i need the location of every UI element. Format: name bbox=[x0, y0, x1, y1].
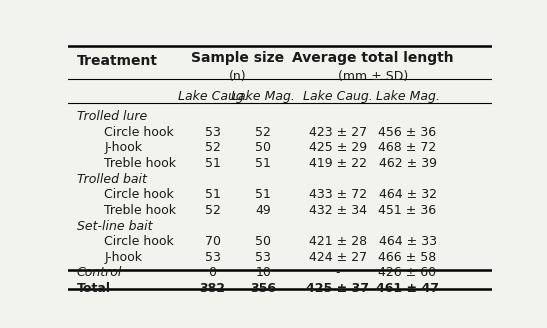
Text: 52: 52 bbox=[205, 141, 220, 154]
Text: 456 ± 36: 456 ± 36 bbox=[379, 126, 437, 138]
Text: 0: 0 bbox=[208, 266, 217, 279]
Text: 52: 52 bbox=[255, 126, 271, 138]
Text: 51: 51 bbox=[205, 157, 220, 170]
Text: 53: 53 bbox=[255, 251, 271, 264]
Text: Set-line bait: Set-line bait bbox=[77, 219, 153, 233]
Text: 464 ± 32: 464 ± 32 bbox=[379, 188, 437, 201]
Text: -: - bbox=[335, 266, 340, 279]
Text: 51: 51 bbox=[255, 188, 271, 201]
Text: Circle hook: Circle hook bbox=[104, 235, 174, 248]
Text: 53: 53 bbox=[205, 251, 220, 264]
Text: Lake Caug.: Lake Caug. bbox=[178, 90, 247, 103]
Text: 421 ± 28: 421 ± 28 bbox=[309, 235, 366, 248]
Text: 464 ± 33: 464 ± 33 bbox=[379, 235, 437, 248]
Text: Trolled bait: Trolled bait bbox=[77, 173, 147, 186]
Text: 50: 50 bbox=[255, 235, 271, 248]
Text: 466 ± 58: 466 ± 58 bbox=[379, 251, 437, 264]
Text: Treble hook: Treble hook bbox=[104, 204, 177, 217]
Text: 432 ± 34: 432 ± 34 bbox=[309, 204, 366, 217]
Text: Treble hook: Treble hook bbox=[104, 157, 177, 170]
Text: Treatment: Treatment bbox=[77, 54, 158, 68]
Text: J-hook: J-hook bbox=[104, 141, 142, 154]
Text: 451 ± 36: 451 ± 36 bbox=[379, 204, 437, 217]
Text: 426 ± 60: 426 ± 60 bbox=[379, 266, 437, 279]
Text: 52: 52 bbox=[205, 204, 220, 217]
Text: 53: 53 bbox=[205, 126, 220, 138]
Text: 419 ± 22: 419 ± 22 bbox=[309, 157, 366, 170]
Text: (n): (n) bbox=[229, 70, 247, 83]
Text: 462 ± 39: 462 ± 39 bbox=[379, 157, 437, 170]
Text: 382: 382 bbox=[200, 282, 225, 295]
Text: Control: Control bbox=[77, 266, 122, 279]
Text: 425 ± 37: 425 ± 37 bbox=[306, 282, 369, 295]
Text: 50: 50 bbox=[255, 141, 271, 154]
Text: Lake Mag.: Lake Mag. bbox=[231, 90, 295, 103]
Text: Circle hook: Circle hook bbox=[104, 188, 174, 201]
Text: 51: 51 bbox=[255, 157, 271, 170]
Text: 10: 10 bbox=[255, 266, 271, 279]
Text: 423 ± 27: 423 ± 27 bbox=[309, 126, 366, 138]
Text: Lake Caug.: Lake Caug. bbox=[302, 90, 373, 103]
Text: Sample size: Sample size bbox=[191, 51, 284, 65]
Text: Total: Total bbox=[77, 282, 111, 295]
Text: Circle hook: Circle hook bbox=[104, 126, 174, 138]
Text: 356: 356 bbox=[251, 282, 276, 295]
Text: 461 ± 47: 461 ± 47 bbox=[376, 282, 439, 295]
Text: Trolled lure: Trolled lure bbox=[77, 110, 147, 123]
Text: 70: 70 bbox=[205, 235, 220, 248]
Text: 51: 51 bbox=[205, 188, 220, 201]
Text: 468 ± 72: 468 ± 72 bbox=[379, 141, 437, 154]
Text: 425 ± 29: 425 ± 29 bbox=[309, 141, 366, 154]
Text: J-hook: J-hook bbox=[104, 251, 142, 264]
Text: 49: 49 bbox=[255, 204, 271, 217]
Text: Lake Mag.: Lake Mag. bbox=[376, 90, 439, 103]
Text: Average total length: Average total length bbox=[292, 51, 453, 65]
Text: 424 ± 27: 424 ± 27 bbox=[309, 251, 366, 264]
Text: 433 ± 72: 433 ± 72 bbox=[309, 188, 366, 201]
Text: (mm ± SD): (mm ± SD) bbox=[337, 70, 408, 83]
